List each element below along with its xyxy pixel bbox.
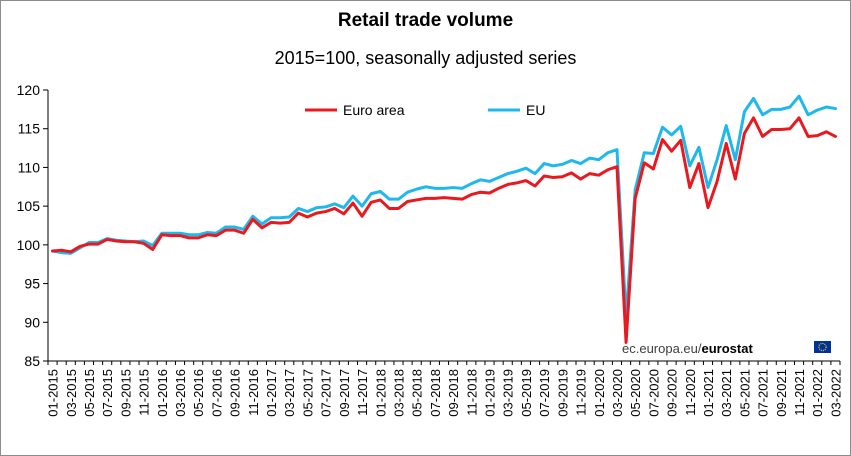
- series-line-euro-area: [51, 116, 837, 344]
- x-tick-label: 01-2017: [264, 369, 279, 417]
- series-layer: [51, 94, 837, 344]
- x-axis: 01-2015 03-2015 05-2015 07-2015 09-2015 11-20…: [46, 360, 843, 417]
- x-tick-label: 03-2020: [610, 369, 625, 417]
- x-tick-label: 09-2018: [446, 369, 461, 417]
- x-tick-label: 11-2017: [355, 369, 370, 416]
- y-tick-label: 85: [24, 353, 40, 369]
- x-tick-label: 05-2016: [191, 369, 206, 417]
- x-tick-label: 03-2021: [719, 369, 734, 417]
- x-tick-label: 09-2017: [337, 369, 352, 417]
- x-tick-label: 11-2019: [574, 369, 589, 416]
- x-tick-label: 07-2016: [209, 369, 224, 417]
- x-tick-label: 05-2018: [410, 369, 425, 417]
- y-axis: 85 90 95 100 105 110 115 120: [17, 82, 49, 369]
- x-tick-label: 03-2015: [64, 369, 79, 417]
- x-tick-label: 01-2019: [483, 369, 498, 417]
- y-tick-label: 90: [24, 314, 40, 330]
- x-tick-label: 09-2015: [118, 369, 133, 417]
- x-tick-label: 07-2017: [319, 369, 334, 417]
- y-tick-label: 110: [18, 159, 41, 175]
- x-tick-label: 07-2019: [537, 369, 552, 417]
- series-line-eu: [51, 94, 837, 320]
- x-tick-label: 09-2016: [228, 369, 243, 417]
- x-tick-label: 01-2016: [155, 369, 170, 417]
- x-tick-label: 03-2019: [501, 369, 516, 417]
- x-tick-label: 03-2022: [828, 369, 843, 417]
- x-tick-label: 11-2016: [246, 369, 261, 416]
- x-tick-label: 09-2019: [555, 369, 570, 417]
- x-tick-label: 11-2021: [792, 369, 807, 416]
- y-tick-label: 95: [24, 276, 40, 292]
- source-text: ec.europa.eu/eurostat: [622, 341, 753, 356]
- x-tick-label: 07-2018: [428, 369, 443, 417]
- y-tick-label: 100: [17, 237, 41, 253]
- x-tick-label: 05-2019: [519, 369, 534, 417]
- x-tick-label: 03-2017: [282, 369, 297, 417]
- x-tick-label: 01-2021: [701, 369, 716, 417]
- source-note: ec.europa.eu/eurostat: [622, 341, 831, 356]
- y-tick-label: 120: [17, 82, 41, 98]
- x-tick-label: 05-2017: [300, 369, 315, 417]
- legend: Euro area EU: [305, 102, 545, 118]
- x-tick-label: 01-2020: [592, 369, 607, 417]
- chart-title: Retail trade volume: [337, 10, 514, 31]
- x-tick-label: 07-2020: [646, 369, 661, 417]
- x-tick-label: 05-2021: [737, 369, 752, 417]
- legend-label: EU: [526, 102, 545, 118]
- x-tick-label: 07-2021: [756, 369, 771, 417]
- x-tick-label: 05-2015: [82, 369, 97, 417]
- chart-subtitle: 2015=100, seasonally adjusted series: [274, 48, 577, 68]
- x-tick-label: 01-2015: [46, 369, 61, 417]
- x-tick-label: 01-2018: [373, 369, 388, 417]
- source-prefix: ec.europa.eu/: [622, 341, 702, 356]
- source-brand: eurostat: [702, 341, 754, 356]
- y-tick-label: 115: [18, 121, 41, 137]
- x-tick-label: 09-2021: [774, 369, 789, 417]
- x-tick-label: 11-2015: [137, 369, 152, 416]
- x-tick-label: 05-2020: [628, 369, 643, 417]
- x-tick-label: 09-2020: [665, 369, 680, 417]
- x-tick-label: 11-2020: [683, 369, 698, 416]
- x-tick-label: 01-2022: [810, 369, 825, 417]
- x-tick-label: 03-2018: [391, 369, 406, 417]
- legend-label: Euro area: [343, 102, 405, 118]
- y-tick-label: 105: [17, 198, 41, 214]
- x-tick-label: 11-2018: [464, 369, 479, 416]
- x-tick-label: 03-2016: [173, 369, 188, 417]
- eu-flag-icon: [814, 341, 831, 353]
- x-tick-label: 07-2015: [100, 369, 115, 417]
